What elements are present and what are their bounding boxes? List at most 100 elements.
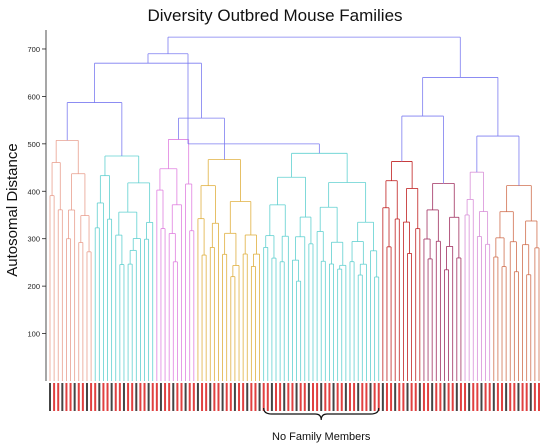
leaf-label bbox=[529, 383, 532, 411]
leaf-label bbox=[435, 383, 438, 411]
leaf-label bbox=[283, 383, 286, 411]
leaf-label bbox=[291, 383, 294, 411]
leaf-label bbox=[213, 383, 216, 411]
leaf-label bbox=[513, 383, 516, 411]
leaf-label bbox=[373, 383, 376, 411]
leaf-label bbox=[295, 383, 298, 411]
y-tick-label: 100 bbox=[27, 330, 40, 339]
leaf-label bbox=[332, 383, 335, 411]
leaf-label bbox=[287, 383, 290, 411]
leaf-label bbox=[122, 383, 125, 411]
leaf-label bbox=[488, 383, 491, 411]
leaf-label bbox=[303, 383, 306, 411]
leaf-label bbox=[533, 383, 536, 411]
leaf-label bbox=[196, 383, 199, 411]
leaf-label bbox=[447, 383, 450, 411]
leaf-label bbox=[94, 383, 97, 411]
leaf-label bbox=[406, 383, 409, 411]
leaf-label bbox=[410, 383, 413, 411]
leaf-label bbox=[307, 383, 310, 411]
leaf-label bbox=[451, 383, 454, 411]
leaf-label bbox=[250, 383, 253, 411]
leaf-label bbox=[279, 383, 282, 411]
leaf-label bbox=[521, 383, 524, 411]
leaf-label bbox=[353, 383, 356, 411]
leaf-label bbox=[390, 383, 393, 411]
leaf-label bbox=[114, 383, 117, 411]
leaf-label bbox=[155, 383, 158, 411]
leaf-label bbox=[459, 383, 462, 411]
annotation-brace bbox=[263, 407, 380, 421]
leaf-label bbox=[316, 383, 319, 411]
leaf-label bbox=[517, 383, 520, 411]
leaf-label bbox=[81, 383, 84, 411]
leaf-label bbox=[476, 383, 479, 411]
y-tick-label: 700 bbox=[27, 45, 40, 54]
leaf-label bbox=[361, 383, 364, 411]
leaf-label bbox=[270, 383, 273, 411]
leaf-label bbox=[143, 383, 146, 411]
leaf-label bbox=[525, 383, 528, 411]
leaf-label bbox=[180, 383, 183, 411]
leaf-label bbox=[398, 383, 401, 411]
leaf-label bbox=[484, 383, 487, 411]
leaf-label bbox=[385, 383, 388, 411]
leaf-label bbox=[131, 383, 134, 411]
leaf-label bbox=[168, 383, 171, 411]
leaf-label bbox=[439, 383, 442, 411]
leaf-label bbox=[151, 383, 154, 411]
leaf-label bbox=[320, 383, 323, 411]
leaf-label bbox=[106, 383, 109, 411]
leaf-label bbox=[340, 383, 343, 411]
leaf-label bbox=[225, 383, 228, 411]
leaf-label bbox=[238, 383, 241, 411]
leaf-label bbox=[217, 383, 220, 411]
leaf-label bbox=[127, 383, 130, 411]
leaf-label bbox=[369, 383, 372, 411]
leaf-label bbox=[538, 383, 540, 411]
leaf-label bbox=[336, 383, 339, 411]
leaf-label bbox=[311, 383, 314, 411]
chart-title: Diversity Outbred Mouse Families bbox=[147, 6, 402, 25]
leaf-label bbox=[348, 383, 351, 411]
leaf-label bbox=[77, 383, 80, 411]
leaf-label bbox=[299, 383, 302, 411]
leaf-label bbox=[418, 383, 421, 411]
leaf-label bbox=[65, 383, 68, 411]
leaf-label bbox=[135, 383, 138, 411]
leaf-label bbox=[402, 383, 405, 411]
leaf-label bbox=[275, 383, 278, 411]
leaf-label bbox=[49, 383, 51, 411]
y-tick-label: 600 bbox=[27, 92, 40, 101]
leaf-label bbox=[242, 383, 245, 411]
leaf-label bbox=[172, 383, 175, 411]
leaf-label bbox=[501, 383, 504, 411]
leaf-label bbox=[139, 383, 142, 411]
leaf-label bbox=[229, 383, 232, 411]
leaf-label bbox=[472, 383, 475, 411]
leaf-label bbox=[69, 383, 72, 411]
leaf-label bbox=[468, 383, 471, 411]
y-tick-label: 500 bbox=[27, 140, 40, 149]
leaf-label bbox=[164, 383, 167, 411]
leaf-label bbox=[480, 383, 483, 411]
no-family-annotation: No Family Members bbox=[263, 407, 380, 443]
leaf-label bbox=[118, 383, 121, 411]
leaf-label bbox=[262, 383, 265, 411]
leaf-label bbox=[422, 383, 425, 411]
leaf-label bbox=[357, 383, 360, 411]
leaf-label bbox=[73, 383, 76, 411]
leaf-label bbox=[188, 383, 191, 411]
leaf-label bbox=[254, 383, 257, 411]
leaf-label bbox=[266, 383, 269, 411]
leaf-label bbox=[246, 383, 249, 411]
y-tick-label: 300 bbox=[27, 235, 40, 244]
leaf-label bbox=[505, 383, 508, 411]
leaf-label bbox=[98, 383, 101, 411]
leaf-label bbox=[57, 383, 60, 411]
leaf-label bbox=[233, 383, 236, 411]
leaf-label bbox=[184, 383, 187, 411]
leaf-label bbox=[258, 383, 261, 411]
annotation-text: No Family Members bbox=[272, 431, 371, 443]
